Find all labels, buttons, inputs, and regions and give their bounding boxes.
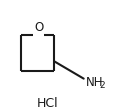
Text: NH: NH (86, 76, 103, 89)
Text: O: O (34, 21, 43, 34)
Text: 2: 2 (99, 80, 104, 89)
Text: HCl: HCl (36, 96, 58, 109)
